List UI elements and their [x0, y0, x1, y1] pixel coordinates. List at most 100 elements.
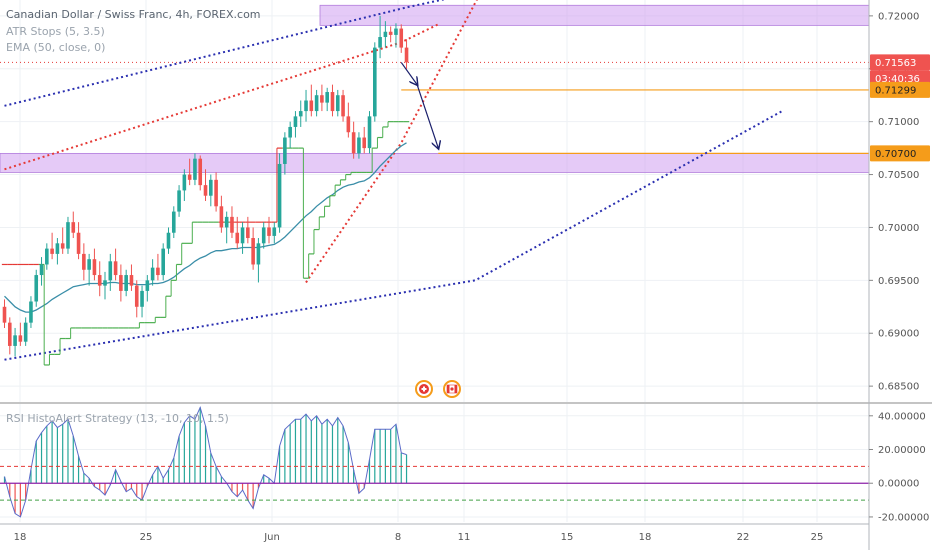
candle-body	[50, 248, 54, 254]
countdown-tag: 03:40:36	[875, 74, 920, 85]
candle-body	[124, 275, 128, 291]
candle	[76, 222, 81, 260]
candle-body	[60, 243, 65, 249]
candle	[404, 39, 409, 69]
candle-body	[171, 211, 176, 233]
candle-body	[346, 116, 351, 133]
candle-body	[357, 137, 361, 154]
candle	[166, 227, 171, 254]
candle-body	[134, 285, 139, 307]
candle	[45, 243, 49, 270]
flag-icon	[415, 380, 433, 398]
last-price-tag-bg	[870, 54, 930, 71]
target-2-tag-bg	[870, 145, 930, 162]
candle	[346, 102, 351, 138]
candle	[399, 24, 404, 53]
time-tick-label: 15	[561, 532, 574, 543]
candle	[2, 299, 7, 328]
candle	[261, 222, 266, 249]
time-tick-label: Jun	[263, 532, 280, 543]
rsi-line	[4, 405, 407, 518]
atr-legend: ATR Stops (5, 3.5)	[6, 25, 105, 38]
canada-flag-leaf	[450, 387, 454, 391]
rsi-tick-label: 40.00000	[878, 411, 926, 422]
candle	[314, 89, 319, 117]
candle-body	[240, 227, 245, 244]
candle-body	[246, 227, 250, 239]
time-tick-label: 11	[458, 532, 471, 543]
candle-body	[404, 47, 409, 63]
rsi-histogram	[3, 407, 408, 517]
time-tick-label: 18	[14, 532, 27, 543]
target-1-tag: 0.71299	[875, 85, 916, 96]
candle-body	[314, 95, 319, 112]
candle	[288, 121, 292, 149]
candle	[87, 253, 91, 286]
candle-body	[209, 179, 213, 196]
candle-body	[193, 158, 197, 180]
candle-body	[362, 137, 367, 149]
candle-body	[367, 116, 372, 149]
price-tick-label: 0.69000	[878, 329, 919, 340]
candle-body	[330, 92, 335, 112]
target-1-tag-bg	[870, 81, 930, 98]
price-tick-label: 0.70500	[878, 170, 919, 181]
candle-body	[145, 280, 150, 291]
candle	[71, 211, 76, 239]
candle	[246, 216, 250, 244]
candle-body	[224, 216, 229, 228]
rsi-tick-label: 0.00000	[878, 479, 919, 490]
price-tick-label: 0.71000	[878, 117, 919, 128]
candle-body	[288, 126, 292, 138]
candle-body	[203, 185, 208, 196]
candle	[309, 84, 314, 117]
candle-body	[399, 28, 404, 48]
candle	[39, 257, 44, 286]
last-price-tag: 0.71563	[875, 58, 916, 69]
candle	[82, 243, 86, 281]
price-tick-label: 0.70000	[878, 223, 919, 234]
candle-body	[150, 267, 155, 281]
price-tick-label: 0.68500	[878, 382, 919, 393]
candle	[119, 264, 123, 302]
candle	[18, 322, 23, 346]
candle	[335, 89, 340, 117]
candle	[357, 132, 361, 159]
candle	[50, 232, 54, 260]
candle	[320, 84, 324, 112]
candle	[298, 100, 303, 127]
candle-body	[87, 259, 91, 270]
candle	[161, 243, 165, 281]
ema-line	[4, 142, 407, 313]
candle-body	[283, 137, 287, 164]
candle-body	[18, 335, 23, 342]
candle	[29, 296, 33, 328]
candle-body	[34, 275, 39, 302]
candle-body	[219, 206, 224, 228]
target-2-tag: 0.70700	[875, 149, 916, 160]
candle	[394, 23, 398, 48]
candle	[92, 248, 97, 281]
candle	[373, 42, 377, 122]
candle-body	[129, 275, 134, 286]
candle	[330, 84, 335, 117]
candle-body	[76, 232, 81, 254]
candle	[362, 126, 367, 154]
candle	[351, 121, 356, 159]
candle-body	[214, 179, 218, 207]
candle-body	[394, 28, 398, 35]
candle	[367, 111, 372, 154]
candle-body	[187, 174, 192, 180]
channel-lower-line	[4, 110, 783, 361]
candle-body	[55, 243, 60, 254]
candle	[150, 259, 155, 286]
candle-body	[82, 253, 86, 270]
rsi-tick-label: 20.00000	[878, 445, 926, 456]
candle	[272, 222, 277, 244]
canada-flag-band	[447, 385, 450, 393]
candle-body	[198, 158, 203, 186]
candles	[2, 15, 409, 357]
candle	[134, 280, 139, 318]
candle-body	[235, 232, 240, 244]
